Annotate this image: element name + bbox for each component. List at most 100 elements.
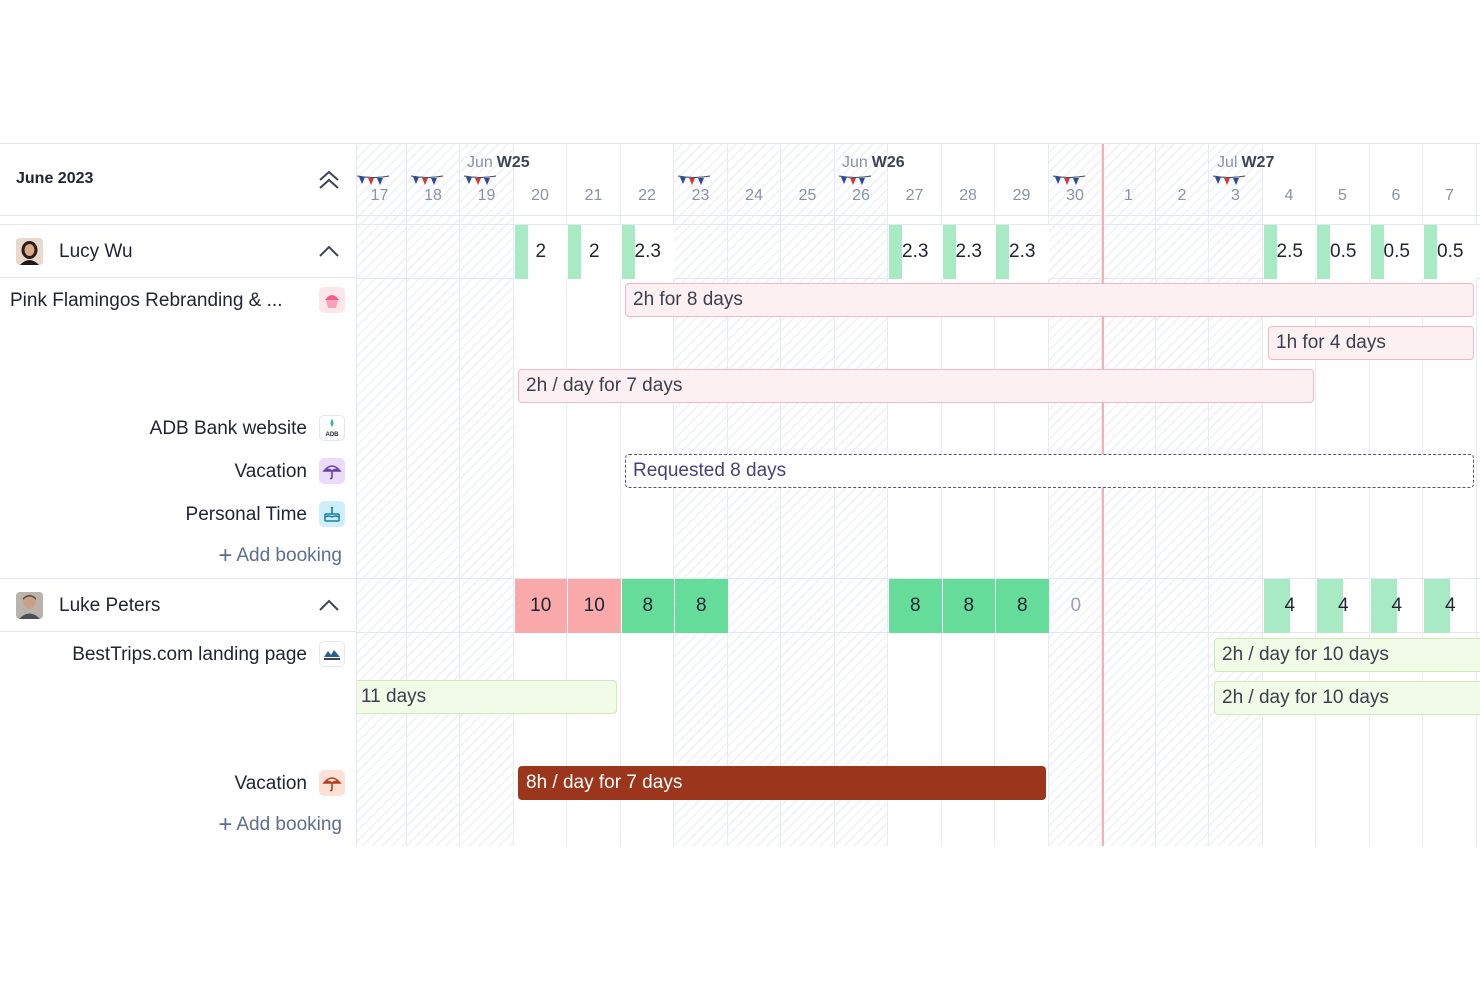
day-column[interactable]: [1102, 144, 1156, 846]
capacity-fill: [1370, 579, 1397, 633]
capacity-cell[interactable]: 2.3: [889, 225, 942, 279]
project-label-besttrips[interactable]: BestTrips.com landing page: [72, 644, 307, 665]
day-column[interactable]: [674, 144, 728, 846]
holiday-bunting-icon[interactable]: [677, 174, 711, 188]
day-column[interactable]: [621, 144, 674, 846]
capacity-cell[interactable]: 4: [1424, 579, 1477, 633]
holiday-bunting-icon[interactable]: [1052, 174, 1086, 188]
booking-bar[interactable]: 2h for 8 days: [625, 283, 1474, 317]
holiday-bunting-icon[interactable]: [410, 174, 444, 188]
capacity-value: 8: [642, 595, 654, 616]
day-column[interactable]: [1048, 144, 1102, 846]
day-column[interactable]: [514, 144, 567, 846]
day-number: 4: [1284, 187, 1294, 204]
capacity-value: 2.3: [955, 241, 982, 262]
chevron-up-icon[interactable]: [318, 596, 340, 614]
day-column[interactable]: [727, 144, 781, 846]
capacity-cell[interactable]: 8: [621, 579, 674, 633]
umbrella-icon: [319, 458, 345, 484]
capacity-value: 2.3: [1009, 241, 1036, 262]
cupcake-icon: [319, 287, 345, 313]
capacity-cell[interactable]: 8: [889, 579, 942, 633]
day-column[interactable]: [1155, 144, 1209, 846]
project-label-vacation[interactable]: Vacation: [234, 773, 307, 794]
time-off-request-bar[interactable]: Requested 8 days: [625, 454, 1474, 488]
day-column[interactable]: [1316, 144, 1370, 846]
capacity-cell[interactable]: 2.3: [621, 225, 674, 279]
holiday-bunting-icon[interactable]: [357, 174, 390, 188]
capacity-value: 4: [1337, 595, 1349, 616]
project-label-personal-time[interactable]: Personal Time: [185, 504, 307, 525]
day-column[interactable]: [460, 144, 514, 846]
capacity-cell[interactable]: 0.5: [1424, 225, 1477, 279]
capacity-value: 4: [1284, 595, 1296, 616]
day-column[interactable]: [942, 144, 995, 846]
schedule-app: June 2023 Lucy Wu Pink Flamingos Rebr: [0, 143, 1480, 846]
holiday-bunting-icon[interactable]: [1212, 174, 1246, 188]
holiday-bunting-icon[interactable]: [838, 174, 872, 188]
plus-icon: +: [218, 811, 233, 838]
capacity-value: 0.5: [1383, 241, 1410, 262]
capacity-fill: [514, 225, 528, 279]
capacity-cell[interactable]: 8: [675, 579, 728, 633]
day-number: 25: [798, 187, 817, 204]
resource-panel: June 2023 Lucy Wu Pink Flamingos Rebr: [0, 144, 357, 846]
capacity-cell[interactable]: 4: [1317, 579, 1370, 633]
capacity-cell[interactable]: 0.5: [1370, 225, 1423, 279]
project-label-vacation[interactable]: Vacation: [234, 461, 307, 482]
day-column[interactable]: [834, 144, 888, 846]
day-column[interactable]: [357, 144, 407, 846]
add-booking-label: Add booking: [236, 545, 342, 566]
add-booking-button[interactable]: + Add booking: [218, 544, 342, 568]
capacity-cell[interactable]: 10: [514, 579, 567, 633]
holiday-bunting-icon[interactable]: [463, 174, 497, 188]
capacity-fill: [1424, 579, 1450, 633]
capacity-cell[interactable]: 0: [1050, 579, 1103, 633]
collapse-all-icon[interactable]: [316, 168, 342, 192]
day-column[interactable]: [1423, 144, 1477, 846]
day-column[interactable]: [567, 144, 621, 846]
capacity-value: 2: [535, 241, 547, 262]
day-number: 22: [638, 187, 656, 204]
booking-bar[interactable]: 2h / day for 10 days: [1214, 638, 1480, 672]
day-column[interactable]: [1209, 144, 1263, 846]
chevron-up-icon[interactable]: [318, 242, 340, 260]
capacity-value: 8: [695, 595, 707, 616]
week-month: Jul: [1217, 154, 1238, 171]
vacation-booking-bar[interactable]: 8h / day for 7 days: [518, 766, 1046, 800]
capacity-cell[interactable]: 4: [1370, 579, 1424, 633]
capacity-cell[interactable]: 4: [1263, 579, 1317, 633]
day-column[interactable]: [406, 144, 460, 846]
project-label-pink-flamingos[interactable]: Pink Flamingos Rebranding & ...: [10, 290, 283, 311]
capacity-cell[interactable]: 2: [568, 225, 621, 279]
day-number: 17: [370, 187, 389, 204]
day-number: 29: [1012, 187, 1031, 204]
booking-bar[interactable]: 2h / day for 10 days: [1214, 681, 1480, 715]
capacity-cell[interactable]: 8: [996, 579, 1049, 633]
person-row-lucy-wu[interactable]: Lucy Wu: [0, 224, 357, 278]
capacity-cell[interactable]: 2.3: [942, 225, 995, 279]
day-number: 21: [584, 187, 603, 204]
capacity-value: 0: [1070, 595, 1082, 616]
capacity-cell[interactable]: 2.3: [996, 225, 1049, 279]
day-column[interactable]: [1263, 144, 1316, 846]
add-booking-button[interactable]: + Add booking: [218, 811, 342, 838]
day-number: 20: [531, 187, 549, 204]
capacity-cell[interactable]: 0.5: [1317, 225, 1370, 279]
timeline-grid: Jun W25 Jun W26 Jul W27 17 18 19 20 21 22 23 24 25 2…: [357, 144, 1480, 846]
capacity-cell[interactable]: 8: [942, 579, 995, 633]
booking-bar[interactable]: 1h for 4 days: [1268, 326, 1474, 360]
booking-bar[interactable]: 11 days: [357, 680, 617, 714]
day-column[interactable]: [995, 144, 1049, 846]
day-column[interactable]: [1370, 144, 1423, 846]
capacity-cell[interactable]: 2: [514, 225, 567, 279]
day-column[interactable]: [888, 144, 942, 846]
day-column[interactable]: [781, 144, 835, 846]
day-number: 5: [1338, 187, 1347, 204]
project-label-adb-bank[interactable]: ADB Bank website: [149, 418, 307, 439]
person-row-luke-peters[interactable]: Luke Peters: [0, 578, 357, 632]
day-number: 1: [1124, 187, 1133, 204]
capacity-cell[interactable]: 10: [568, 579, 621, 633]
booking-bar[interactable]: 2h / day for 7 days: [518, 369, 1314, 403]
capacity-cell[interactable]: 2.5: [1263, 225, 1316, 279]
